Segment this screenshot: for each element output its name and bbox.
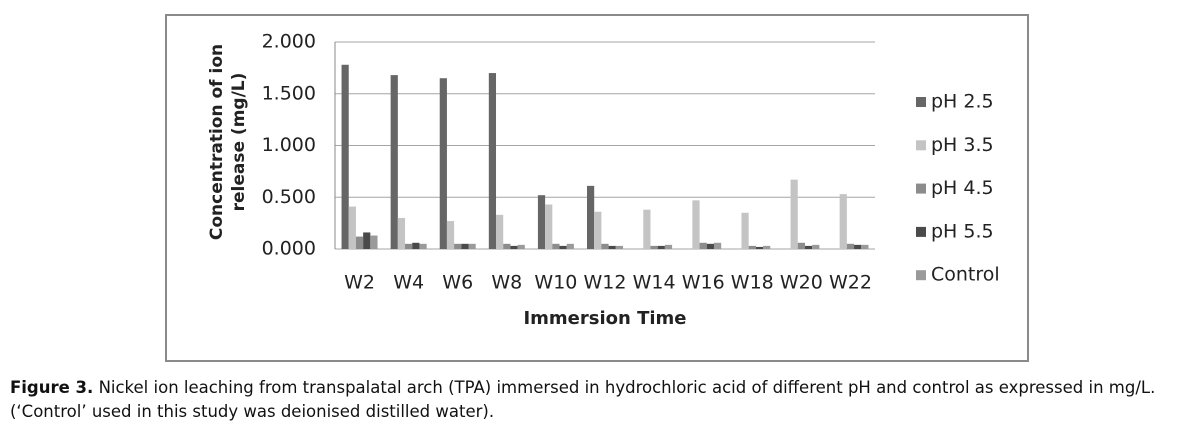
bar bbox=[370, 235, 378, 249]
bar bbox=[412, 242, 420, 249]
bar bbox=[797, 242, 805, 249]
bar bbox=[454, 243, 462, 249]
bar bbox=[552, 243, 560, 249]
bar bbox=[706, 243, 714, 249]
bar bbox=[763, 245, 771, 249]
bar bbox=[861, 244, 869, 249]
bar bbox=[755, 246, 764, 249]
x-tick-label: W6 bbox=[442, 272, 473, 294]
bar bbox=[748, 245, 756, 249]
y-axis-label: Concentration of ion release (mg/L) bbox=[207, 43, 249, 241]
bar bbox=[699, 242, 707, 249]
x-tick-label: W14 bbox=[633, 272, 676, 294]
bar bbox=[846, 243, 855, 249]
bar bbox=[545, 204, 553, 249]
y-tick-label: 2.000 bbox=[262, 31, 316, 53]
legend-swatch bbox=[916, 97, 926, 107]
legend-swatch bbox=[916, 140, 926, 151]
bar bbox=[390, 75, 398, 250]
caption: Figure 3. Nickel ion leaching from trans… bbox=[10, 376, 1190, 424]
bar bbox=[517, 244, 525, 249]
bar bbox=[650, 245, 658, 249]
caption-text: Nickel ion leaching from transpalatal ar… bbox=[10, 378, 1156, 421]
bar bbox=[461, 243, 469, 249]
bar bbox=[587, 185, 595, 249]
y-tick-label: 0.500 bbox=[262, 186, 316, 208]
legend-swatch bbox=[916, 270, 926, 281]
bar bbox=[341, 64, 349, 250]
bar bbox=[692, 200, 700, 249]
bar bbox=[348, 206, 356, 249]
bar bbox=[446, 221, 455, 249]
bar bbox=[363, 232, 371, 249]
bar bbox=[643, 209, 651, 249]
legend-swatch bbox=[916, 226, 926, 237]
bar bbox=[503, 243, 511, 249]
bar bbox=[608, 245, 616, 249]
bar bbox=[657, 245, 665, 249]
bar bbox=[488, 73, 497, 249]
bar bbox=[397, 217, 406, 249]
bar bbox=[839, 194, 847, 249]
bar bbox=[355, 236, 364, 249]
bar bbox=[537, 195, 546, 249]
y-tick-label: 1.000 bbox=[262, 134, 316, 156]
chart-frame bbox=[165, 14, 1029, 362]
bar bbox=[468, 243, 476, 249]
bar bbox=[594, 211, 602, 249]
x-tick-label: W20 bbox=[780, 272, 823, 294]
bar bbox=[812, 244, 820, 249]
x-tick-label: W10 bbox=[534, 272, 577, 294]
bar bbox=[790, 179, 798, 249]
bar bbox=[566, 243, 574, 249]
bar bbox=[419, 243, 427, 249]
bar bbox=[854, 244, 862, 249]
x-tick-label: W2 bbox=[344, 272, 375, 294]
bar bbox=[615, 245, 623, 249]
legend-label: pH 3.5 bbox=[931, 134, 994, 156]
legend-label: pH 2.5 bbox=[931, 91, 994, 113]
bar bbox=[439, 78, 447, 249]
x-tick-label: W22 bbox=[829, 272, 872, 294]
bar bbox=[601, 243, 609, 249]
bar bbox=[510, 245, 518, 249]
bar bbox=[664, 244, 673, 249]
legend-swatch bbox=[916, 183, 926, 194]
caption-label: Figure 3. bbox=[10, 378, 94, 397]
legend-label: pH 5.5 bbox=[931, 220, 994, 242]
bar bbox=[713, 242, 722, 249]
bar bbox=[804, 245, 813, 249]
bar bbox=[741, 212, 749, 249]
x-tick-label: W16 bbox=[682, 272, 725, 294]
y-tick-label: 0.000 bbox=[262, 238, 316, 260]
x-tick-label: W8 bbox=[491, 272, 522, 294]
bar bbox=[405, 243, 413, 249]
bar bbox=[559, 245, 567, 249]
legend-label: pH 4.5 bbox=[931, 177, 994, 199]
bar bbox=[496, 214, 504, 249]
x-axis-label: Immersion Time bbox=[523, 308, 686, 329]
legend-label: Control bbox=[931, 264, 1000, 286]
x-tick-label: W4 bbox=[393, 272, 424, 294]
x-tick-label: W12 bbox=[584, 272, 627, 294]
y-tick-label: 1.500 bbox=[262, 82, 316, 104]
x-tick-label: W18 bbox=[731, 272, 774, 294]
